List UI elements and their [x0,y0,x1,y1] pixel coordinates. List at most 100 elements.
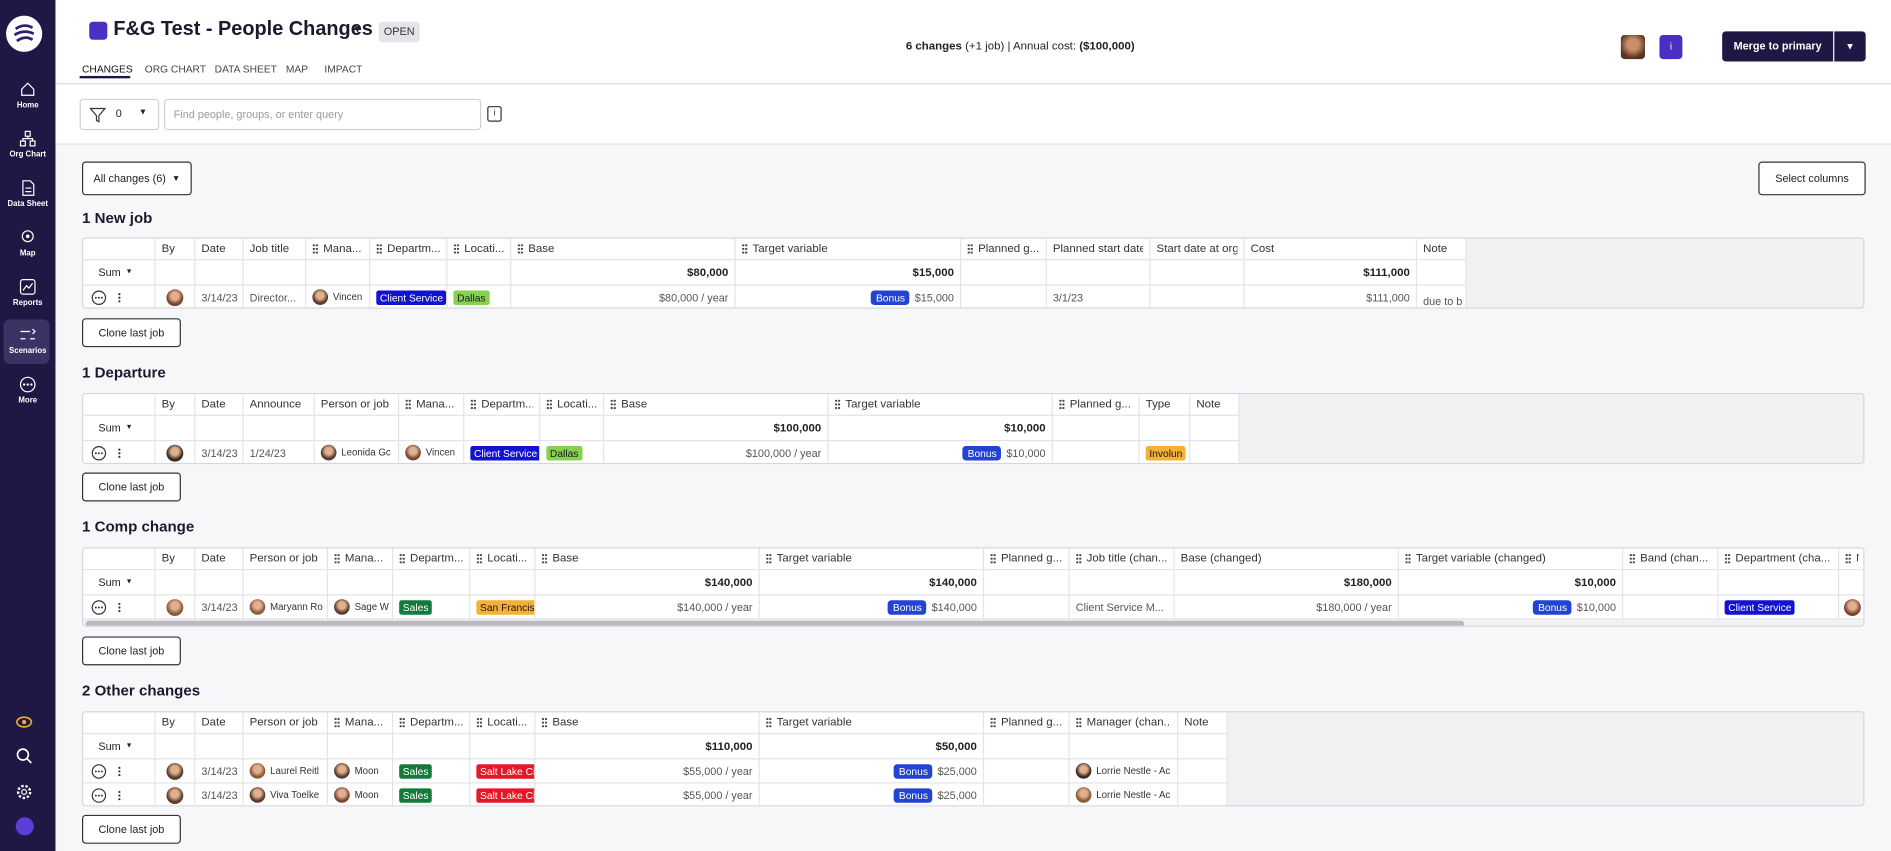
nav-map[interactable]: Map [0,229,55,258]
info-icon[interactable]: i [487,106,502,122]
column-header: Planned g... [1052,394,1140,416]
merge-button[interactable]: Merge to primary [1722,31,1834,62]
table-cell: Bonus $140,000 [759,595,985,620]
filter-button[interactable]: 0 ▼ [79,98,160,131]
cell-number: $140,000 / year [677,600,753,613]
logo[interactable] [6,15,43,52]
table-cell: 3/14/23 [195,595,244,620]
table-cell: 3/14/23 [195,783,244,806]
sum-cell [1052,415,1140,442]
avatar [166,598,184,616]
nav-org-chart[interactable]: Org Chart [0,130,55,159]
column-header: Departm... [393,548,471,571]
avatar [249,599,266,615]
horizontal-scrollbar[interactable] [85,620,1465,626]
nav-data-sheet[interactable]: Data Sheet [0,180,55,209]
sum-cell: $140,000 [759,570,985,596]
header-cell [83,548,156,571]
drag-handle [765,553,772,565]
cell-number: $180,000 / year [1316,600,1392,613]
dropdown-label: All changes (6) [93,172,166,185]
tab[interactable]: DATA SHEET [214,62,277,75]
sum-cell [243,570,329,596]
row-actions [83,759,156,784]
tab[interactable]: MAP [285,62,309,75]
avatar [249,763,266,779]
cell-number: $140,000 [931,600,977,613]
column-header-label: Department (cha... [1735,552,1831,566]
sum-value: $110,000 [705,739,753,753]
row-action-icons[interactable] [89,598,137,615]
table-cell [1178,759,1228,784]
cell-text: 1/24/23 [249,446,286,459]
drag-handle [1724,553,1731,565]
table-cell: Bonus $25,000 [759,759,985,784]
column-header: Job title (chan... [1069,548,1175,571]
nav-scenarios[interactable]: Scenarios [0,327,55,356]
clone-button[interactable]: Clone last job [82,636,181,666]
sum-cell [1623,570,1719,596]
sum-value: $111,000 [1363,265,1410,280]
header-cell [83,712,156,735]
nav-label: Reports [12,298,43,308]
header-cell [83,394,156,416]
tab[interactable]: CHANGES [82,62,133,75]
column-header-label: Target variable [752,242,828,256]
sum-cell: $15,000 [735,260,962,286]
sum-cell: Sum ▼ [83,415,156,442]
row-action-icons[interactable] [89,787,137,804]
cell-number: $25,000 [937,788,977,801]
changes-dropdown[interactable]: All changes (6) ▼ [82,161,192,196]
sum-cell [328,570,394,596]
column-header-label: Planned g... [978,242,1040,256]
table-cell: Moon [328,783,394,806]
cell-person: Viva Toelke [270,789,320,801]
merge-dropdown[interactable]: ▼ [1834,31,1866,62]
cell-text: 3/14/23 [201,291,238,304]
sum-dropdown: ▼ [125,742,133,750]
column-header: Locati... [470,712,536,735]
sum-cell [155,734,196,760]
clone-button[interactable]: Clone last job [82,472,181,502]
column-header: Target variable [735,238,962,261]
nav-more[interactable]: More [0,376,55,405]
collaborator-initial[interactable]: i [1659,34,1683,60]
nav-reports[interactable]: Reports [0,278,55,307]
settings-icon[interactable] [16,784,33,801]
table-cell: $55,000 / year [535,783,760,806]
column-header-label: Note [1184,716,1209,730]
eye-icon[interactable] [16,715,33,729]
row-action-icons[interactable] [89,444,137,461]
section-title: 1 Departure [82,364,166,381]
tab[interactable]: ORG CHART [144,62,207,75]
collaborator-avatar[interactable] [1620,34,1645,60]
table-cell: $140,000 / year [535,595,760,620]
nav-label: Scenarios [8,347,47,356]
cell-text: 3/14/23 [201,788,238,801]
search-icon[interactable] [16,747,33,764]
column-header-label: Date [201,716,226,730]
column-header: Cost [1244,238,1418,261]
column-header-label: Base (changed) [1180,552,1262,566]
search-input[interactable]: Find people, groups, or enter query [164,98,482,131]
table-cell: Bonus $15,000 [736,285,962,308]
cell-number: $111,000 [1366,291,1410,304]
row-action-icons[interactable] [89,289,137,306]
column-header: Mana... [399,394,465,416]
row-action-icons[interactable] [89,762,137,779]
nav-home[interactable]: Home [0,81,55,110]
title-dropdown[interactable]: ▼ [352,22,363,35]
tab[interactable]: IMPACT [324,62,363,75]
sum-value: $180,000 [1343,575,1392,589]
clone-button[interactable]: Clone last job [82,814,181,844]
clone-button[interactable]: Clone last job [82,318,181,348]
sum-cell [1046,260,1151,286]
table-cell: Vincen [306,285,371,308]
column-header: Base [535,548,760,571]
select-columns-button[interactable]: Select columns [1758,161,1866,196]
column-header: Person or job [314,394,400,416]
user-avatar[interactable] [15,817,34,836]
avatar [166,762,184,780]
column-header-label: Locati... [487,716,528,730]
table-cell: Maryann Ro [243,595,329,620]
